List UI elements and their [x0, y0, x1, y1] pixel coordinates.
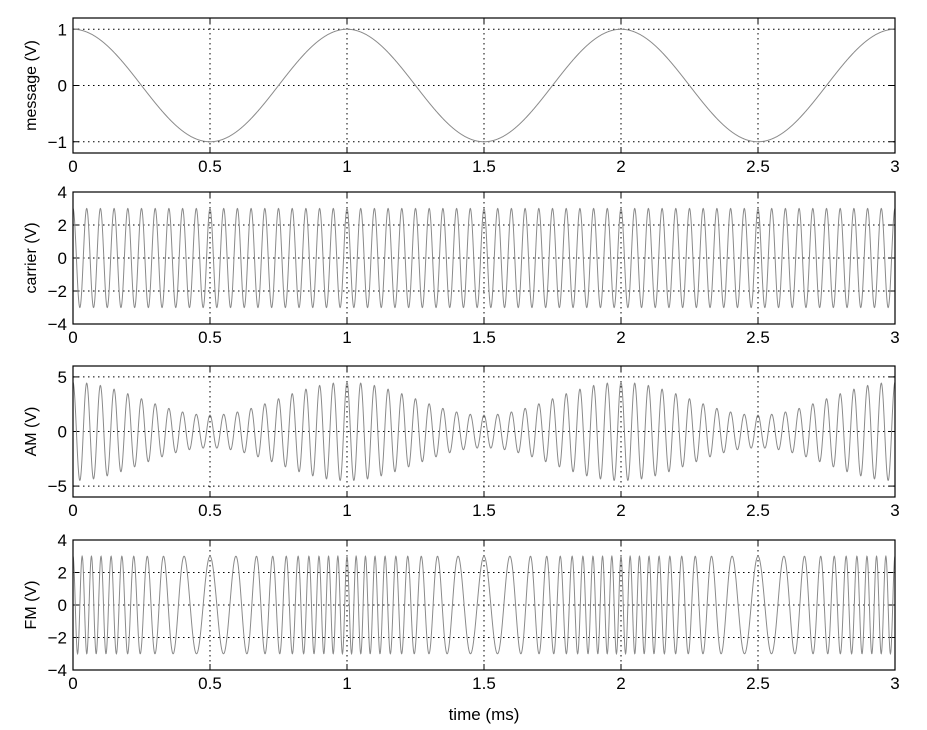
x-tick-label: 1 — [342, 328, 351, 347]
series-line-carrier — [72, 207, 896, 309]
x-tick-label: 2.5 — [746, 157, 770, 176]
series-line-am — [72, 381, 896, 482]
y-axis-label: carrier (V) — [23, 222, 40, 293]
y-tick-label: 2 — [58, 564, 67, 583]
panel-carrier: 0 0.5 1 1.5 2 2.5 3 −4 −2 0 2 4 carrier (V) — [23, 183, 900, 347]
y-tick-label: −5 — [48, 477, 67, 496]
x-tick-label: 3 — [890, 674, 899, 693]
y-axis-label: FM (V) — [23, 581, 40, 630]
x-tick-label: 1 — [342, 501, 351, 520]
x-tick-label: 1 — [342, 157, 351, 176]
y-tick-label: 0 — [58, 249, 67, 268]
y-tick-label: 0 — [58, 423, 67, 442]
x-tick-label: 2 — [616, 501, 625, 520]
x-tick-label: 0 — [68, 157, 77, 176]
x-tick-label: 2 — [616, 328, 625, 347]
y-tick-label: −2 — [48, 629, 67, 648]
y-tick-label: −4 — [48, 315, 67, 334]
y-tick-label: −2 — [48, 282, 67, 301]
x-tick-label: 2.5 — [746, 674, 770, 693]
x-tick-label: 3 — [890, 157, 899, 176]
x-tick-label: 0 — [68, 501, 77, 520]
y-tick-label: 4 — [58, 531, 67, 550]
x-tick-label: 0.5 — [198, 501, 222, 520]
x-tick-label: 1.5 — [472, 328, 496, 347]
y-tick-label: 0 — [58, 77, 67, 96]
y-tick-label: 4 — [58, 183, 67, 202]
x-tick-label: 0.5 — [198, 328, 222, 347]
y-tick-label: −4 — [48, 661, 67, 680]
x-tick-label: 2.5 — [746, 328, 770, 347]
series-line-message — [73, 28, 895, 143]
x-tick-label: 2 — [616, 157, 625, 176]
x-tick-label: 0 — [68, 328, 77, 347]
axes-frame-carrier — [72, 191, 896, 325]
x-tick-label: 0 — [68, 674, 77, 693]
x-tick-label: 3 — [890, 328, 899, 347]
axes-frame-message — [72, 17, 896, 154]
panel-fm: 0 0.5 1 1.5 2 2.5 3 −4 −2 0 2 4 FM (V) time (ms) — [23, 531, 900, 724]
x-tick-label: 1.5 — [472, 501, 496, 520]
y-axis-label: message (V) — [23, 40, 40, 131]
y-tick-label: 2 — [58, 216, 67, 235]
x-tick-label: 0.5 — [198, 157, 222, 176]
x-tick-label: 1.5 — [472, 674, 496, 693]
x-axis-label: time (ms) — [449, 705, 520, 724]
x-tick-label: 3 — [890, 501, 899, 520]
y-tick-label: 5 — [58, 368, 67, 387]
x-tick-label: 1 — [342, 674, 351, 693]
axes-frame-am — [72, 365, 896, 498]
series-line-fm — [72, 554, 896, 656]
axes-frame-fm — [72, 539, 896, 671]
x-tick-label: 0.5 — [198, 674, 222, 693]
y-tick-label: −1 — [48, 133, 67, 152]
x-tick-label: 1.5 — [472, 157, 496, 176]
x-tick-label: 2.5 — [746, 501, 770, 520]
y-axis-label: AM (V) — [23, 407, 40, 457]
x-tick-label: 2 — [616, 674, 625, 693]
y-tick-label: 1 — [58, 20, 67, 39]
y-tick-label: 0 — [58, 596, 67, 615]
